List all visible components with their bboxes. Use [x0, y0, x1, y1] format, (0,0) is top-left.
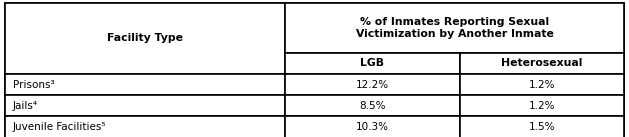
Bar — [460, 116, 624, 137]
Text: % of Inmates Reporting Sexual
Victimization by Another Inmate: % of Inmates Reporting Sexual Victimizat… — [355, 17, 554, 39]
Bar — [285, 53, 460, 74]
Text: Heterosexual: Heterosexual — [501, 58, 582, 68]
Text: Juvenile Facilities⁵: Juvenile Facilities⁵ — [13, 122, 106, 132]
Bar — [460, 95, 624, 116]
Bar — [5, 95, 285, 116]
Text: Prisons³: Prisons³ — [13, 80, 54, 90]
Bar — [460, 53, 624, 74]
Text: 12.2%: 12.2% — [356, 80, 389, 90]
Bar — [5, 74, 285, 95]
Bar — [5, 116, 285, 137]
Bar — [285, 74, 460, 95]
Text: 1.2%: 1.2% — [528, 80, 555, 90]
Text: 1.2%: 1.2% — [528, 101, 555, 111]
Text: 8.5%: 8.5% — [359, 101, 386, 111]
Bar — [285, 95, 460, 116]
Text: LGB: LGB — [360, 58, 384, 68]
Bar — [285, 3, 624, 53]
Bar — [285, 116, 460, 137]
Text: 10.3%: 10.3% — [356, 122, 389, 132]
Text: Jails⁴: Jails⁴ — [13, 101, 38, 111]
Bar — [5, 3, 285, 74]
Bar — [460, 74, 624, 95]
Text: 1.5%: 1.5% — [528, 122, 555, 132]
Text: Facility Type: Facility Type — [107, 33, 183, 43]
